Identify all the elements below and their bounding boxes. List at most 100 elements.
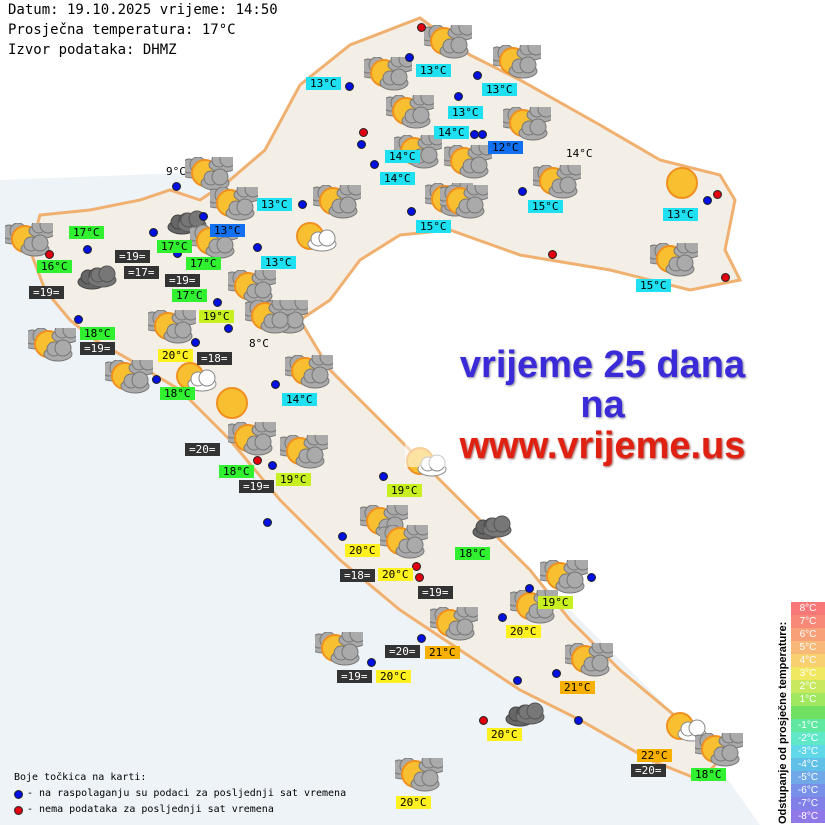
- station-dot-available[interactable]: [191, 338, 200, 347]
- temperature-label: =19=: [418, 586, 453, 599]
- station-dot-available[interactable]: [703, 196, 712, 205]
- temperature-label: 20°C: [487, 728, 522, 741]
- date-time-header: Datum: 19.10.2025 vrijeme: 14:50: [8, 2, 278, 18]
- sunny-icon: [660, 165, 708, 201]
- partly-cloudy-icon: [0, 216, 58, 259]
- average-temperature: Prosječna temperatura: 17°C: [8, 22, 236, 38]
- sun-light-cloud-icon: [170, 360, 218, 396]
- dot-legend: Boje točkica na karti: - na raspolaganju…: [14, 770, 346, 818]
- station-dot-available[interactable]: [213, 298, 222, 307]
- station-dot-missing[interactable]: [412, 562, 421, 571]
- station-dot-missing[interactable]: [253, 456, 262, 465]
- station-dot-missing[interactable]: [359, 128, 368, 137]
- station-dot-available[interactable]: [263, 518, 272, 527]
- temperature-label: =17=: [124, 266, 159, 279]
- station-dot-available[interactable]: [407, 207, 416, 216]
- temperature-label: 13°C: [261, 256, 296, 269]
- legend-ok: - na raspolaganju su podaci za posljednj…: [27, 788, 347, 799]
- station-dot-missing[interactable]: [713, 190, 722, 199]
- temperature-label: 16°C: [37, 260, 72, 273]
- station-dot-missing[interactable]: [45, 250, 54, 259]
- station-dot-missing[interactable]: [415, 573, 424, 582]
- station-dot-available[interactable]: [271, 380, 280, 389]
- station-dot-available[interactable]: [454, 92, 463, 101]
- temperature-label: 21°C: [560, 681, 595, 694]
- station-dot-available[interactable]: [552, 669, 561, 678]
- station-dot-available[interactable]: [199, 212, 208, 221]
- partly-cloudy-icon: [373, 518, 433, 561]
- temperature-label: 9°C: [166, 165, 186, 178]
- sun-light-cloud-icon: [290, 220, 338, 256]
- data-source: Izvor podataka: DHMZ: [8, 42, 177, 58]
- partly-cloudy-icon: [203, 180, 263, 223]
- temperature-label: 18°C: [80, 327, 115, 340]
- station-dot-available[interactable]: [417, 634, 426, 643]
- temperature-label: =19=: [80, 342, 115, 355]
- station-dot-available[interactable]: [587, 573, 596, 582]
- temperature-label: 14°C: [282, 393, 317, 406]
- scale-step: 3°C: [791, 667, 825, 680]
- partly-cloudy-icon: [558, 636, 618, 679]
- temperature-label: 14°C: [434, 126, 469, 139]
- red-dot-icon: [14, 805, 23, 815]
- temperature-label: =19=: [115, 250, 150, 263]
- temperature-label: 12°C: [488, 141, 523, 154]
- temperature-label: 20°C: [158, 349, 193, 362]
- partly-cloudy-icon: [379, 88, 439, 131]
- scale-step: -5°C: [791, 771, 825, 784]
- scale-step: 8°C: [791, 602, 825, 615]
- partly-cloudy-icon: [388, 751, 448, 794]
- sun-light-cloud-icon: [660, 710, 708, 746]
- station-dot-missing[interactable]: [479, 716, 488, 725]
- temperature-label: 19°C: [387, 484, 422, 497]
- station-dot-available[interactable]: [149, 228, 158, 237]
- station-dot-available[interactable]: [253, 243, 262, 252]
- partly-cloudy-icon: [526, 158, 586, 201]
- scale-step: -8°C: [791, 810, 825, 823]
- banner-url[interactable]: www.vrijeme.us: [459, 425, 746, 467]
- promo-banner[interactable]: vrijeme 25 dana na www.vrijeme.us: [405, 345, 800, 467]
- station-dot-available[interactable]: [83, 245, 92, 254]
- station-dot-missing[interactable]: [417, 23, 426, 32]
- station-dot-missing[interactable]: [721, 273, 730, 282]
- station-dot-available[interactable]: [513, 676, 522, 685]
- station-dot-available[interactable]: [370, 160, 379, 169]
- temperature-label: 18°C: [160, 387, 195, 400]
- station-dot-available[interactable]: [345, 82, 354, 91]
- station-dot-available[interactable]: [379, 472, 388, 481]
- station-dot-available[interactable]: [338, 532, 347, 541]
- station-dot-available[interactable]: [152, 375, 161, 384]
- temperature-label: =18=: [340, 569, 375, 582]
- station-dot-available[interactable]: [298, 200, 307, 209]
- station-dot-available[interactable]: [473, 71, 482, 80]
- temperature-label: 19°C: [538, 596, 573, 609]
- partly-cloudy-icon: [437, 138, 497, 181]
- scale-step: -4°C: [791, 758, 825, 771]
- station-dot-available[interactable]: [367, 658, 376, 667]
- station-dot-available[interactable]: [525, 584, 534, 593]
- station-dot-available[interactable]: [268, 461, 277, 470]
- temperature-label: 17°C: [69, 226, 104, 239]
- partly-cloudy-icon: [306, 178, 366, 221]
- temperature-label: 15°C: [528, 200, 563, 213]
- station-dot-available[interactable]: [498, 613, 507, 622]
- station-dot-available[interactable]: [478, 130, 487, 139]
- station-dot-available[interactable]: [405, 53, 414, 62]
- scale-step: 6°C: [791, 628, 825, 641]
- scale-step: 7°C: [791, 615, 825, 628]
- temperature-label: 18°C: [455, 547, 490, 560]
- partly-cloudy-icon: [486, 38, 546, 81]
- partly-cloudy-icon: [141, 303, 201, 346]
- station-dot-available[interactable]: [172, 182, 181, 191]
- partly-cloudy-icon: [496, 100, 556, 143]
- scale-step: -1°C: [791, 719, 825, 732]
- station-dot-available[interactable]: [357, 140, 366, 149]
- station-dot-available[interactable]: [74, 315, 83, 324]
- station-dot-available[interactable]: [518, 187, 527, 196]
- scale-step: [791, 706, 825, 719]
- temperature-label: =18=: [197, 352, 232, 365]
- station-dot-missing[interactable]: [548, 250, 557, 259]
- station-dot-available[interactable]: [574, 716, 583, 725]
- station-dot-available[interactable]: [224, 324, 233, 333]
- temperature-label: 13°C: [663, 208, 698, 221]
